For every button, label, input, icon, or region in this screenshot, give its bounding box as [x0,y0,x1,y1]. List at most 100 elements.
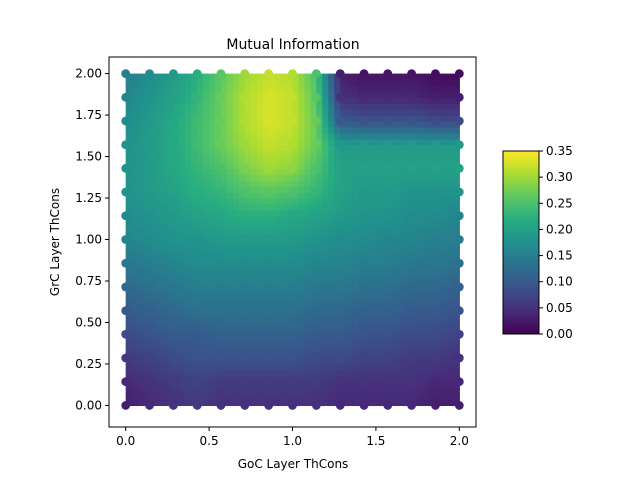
heatmap-cell [316,346,323,353]
heatmap-cell [185,275,192,282]
heatmap-cell [441,263,448,270]
data-point [216,235,226,244]
heatmap-cell [137,203,145,211]
heatmap-cell [215,109,222,116]
heatmap-cell [381,126,389,134]
heatmap-cell [155,286,163,294]
heatmap-cell [358,126,365,134]
heatmap-cell [173,269,180,276]
heatmap-cell [411,393,419,401]
heatmap-cell [185,168,192,175]
heatmap-cell [137,103,145,110]
heatmap-cell [399,328,407,335]
heatmap-cell [209,269,216,276]
heatmap-cell [203,369,210,377]
heatmap-cell [429,292,437,300]
heatmap-cell [417,121,425,128]
heatmap-cell [221,203,228,211]
heatmap-cell [238,227,246,235]
heatmap-cell [131,399,139,407]
heatmap-cell [381,322,389,329]
heatmap-cell [131,192,139,199]
heatmap-cell [316,245,323,252]
data-point [407,116,417,126]
data-point [121,211,131,221]
heatmap-cell [244,215,252,223]
heatmap-cell [238,387,246,395]
heatmap-cell [268,198,276,205]
heatmap-cell [393,257,401,264]
heatmap-cell [286,126,294,134]
heatmap-cell [280,381,288,389]
heatmap-cell [209,334,216,341]
heatmap-cell [286,156,294,164]
heatmap-cell [232,239,240,247]
heatmap-cell [304,79,311,87]
heatmap-cell [417,115,425,122]
heatmap-cell [143,85,151,92]
heatmap-cell [393,79,401,87]
heatmap-cell [137,381,145,389]
data-point [145,306,154,316]
heatmap-cell [173,245,180,252]
heatmap-cell [167,275,174,282]
heatmap-cell [256,298,264,306]
heatmap-cell [399,275,407,282]
data-point [121,258,131,268]
heatmap-cell [143,79,151,87]
heatmap-cell [346,298,353,306]
heatmap-cell [209,393,216,401]
heatmap-cell [179,369,186,377]
heatmap-cell [447,97,454,104]
heatmap-cell [375,375,383,383]
heatmap-cell [197,363,204,371]
heatmap-cell [363,340,371,347]
data-point [288,353,297,363]
heatmap-cell [286,316,294,324]
data-point [264,353,274,363]
heatmap-cell [161,126,168,134]
heatmap-cell [453,79,460,87]
heatmap-cell [328,375,335,383]
heatmap-cell [268,275,276,282]
heatmap-cell [286,109,294,116]
heatmap-cell [447,186,454,193]
heatmap-cell [381,269,389,276]
heatmap-cell [328,399,335,407]
heatmap-cell [417,334,425,341]
heatmap-cell [250,221,258,229]
heatmap-cell [209,156,216,164]
heatmap-cell [268,221,276,229]
heatmap-cell [435,310,443,318]
heatmap-cell [387,286,395,294]
heatmap-cell [262,298,270,306]
heatmap-cell [161,316,168,324]
heatmap-cell [352,221,359,229]
heatmap-cell [322,144,329,152]
heatmap-cell [352,233,359,241]
heatmap-cell [340,73,347,81]
heatmap-cell [310,275,317,282]
heatmap-cell [399,168,407,175]
heatmap-cell [226,369,234,377]
heatmap-cell [346,292,353,300]
heatmap-cell [375,263,383,270]
heatmap-cell [179,186,186,193]
heatmap-cell [232,121,240,128]
heatmap-cell [167,245,174,252]
heatmap-cell [423,221,431,229]
data-point [311,211,321,221]
heatmap-cell [435,121,443,128]
heatmap-cell [215,150,222,158]
data-point [335,377,345,387]
data-point [145,401,154,410]
heatmap-cell [405,79,413,87]
heatmap-cell [221,251,228,258]
y-axis-label: GrC Layer ThCons [48,188,62,296]
heatmap-cell [232,186,240,193]
heatmap-cell [292,121,300,128]
heatmap-cell [137,363,145,371]
heatmap-cell [298,198,306,205]
heatmap-cell [447,180,454,187]
heatmap-cell [143,340,151,347]
